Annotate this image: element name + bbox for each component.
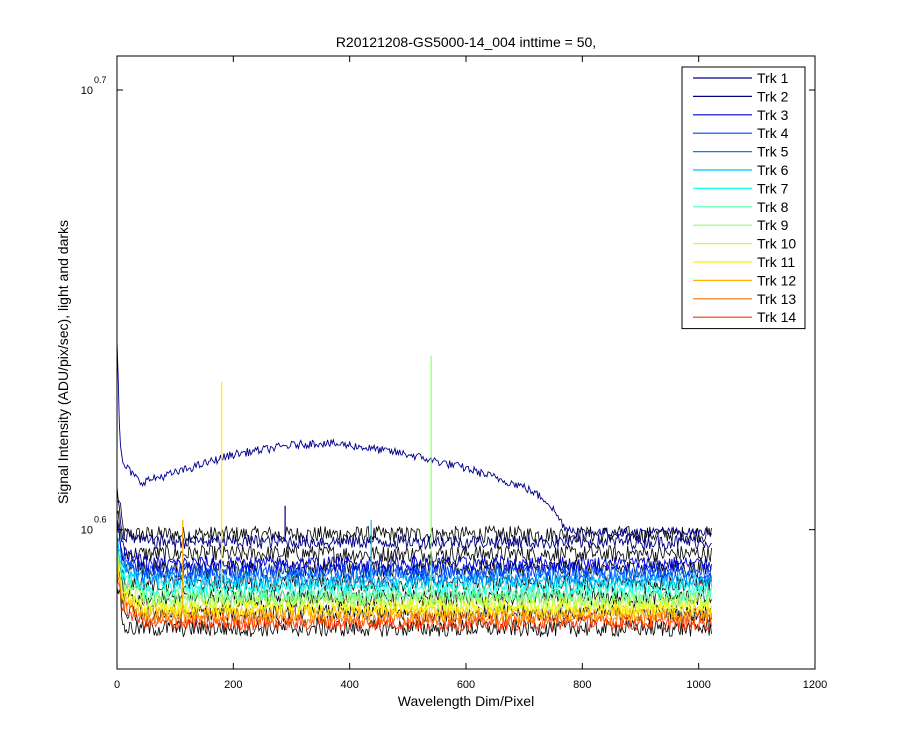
y-tick-exponent: 0.6: [94, 515, 107, 525]
legend-label: Trk 8: [757, 199, 789, 215]
y-tick-exponent: 0.7: [94, 75, 107, 85]
legend-label: Trk 10: [757, 236, 796, 252]
x-tick-label: 1200: [803, 679, 827, 691]
legend-label: Trk 13: [757, 291, 796, 307]
dark-trace: [117, 510, 712, 564]
series-line: [117, 579, 712, 633]
series-line: [117, 546, 712, 602]
x-tick-label: 600: [457, 679, 475, 691]
x-tick-label: 200: [224, 679, 242, 691]
series-line: [117, 519, 712, 573]
legend-label: Trk 12: [757, 272, 796, 288]
legend-label: Trk 2: [757, 88, 789, 104]
legend-label: Trk 5: [757, 144, 789, 160]
legend-label: Trk 7: [757, 180, 789, 196]
legend-label: Trk 1: [757, 70, 789, 86]
series-line: [117, 538, 712, 590]
x-tick-label: 800: [573, 679, 591, 691]
legend-label: Trk 14: [757, 309, 796, 325]
legend: Trk 1 Trk 2 Trk 3 Trk 4 Trk 5 Trk 6 Trk 7 Trk 8…: [681, 66, 806, 330]
legend-label: Trk 6: [757, 162, 789, 178]
y-tick-label: 10: [81, 525, 93, 537]
x-tick-label: 0: [114, 679, 120, 691]
legend-label: Trk 9: [757, 217, 789, 233]
y-axis-label: Signal Intensity (ADU/pix/sec), light an…: [55, 220, 71, 504]
series-line: [117, 341, 712, 538]
series-line: [117, 569, 712, 627]
legend-box: [681, 66, 806, 330]
y-tick-label: 10: [81, 85, 93, 97]
legend-label: Trk 11: [757, 254, 795, 270]
dark-trace: [117, 486, 712, 545]
x-axis-label: Wavelength Dim/Pixel: [398, 693, 534, 709]
chart-title: R20121208-GS5000-14_004 inttime = 50,: [336, 34, 596, 50]
legend-label: Trk 3: [757, 107, 789, 123]
x-tick-label: 400: [340, 679, 358, 691]
series-line: [117, 499, 712, 551]
legend-label: Trk 4: [757, 125, 789, 141]
series-layer: [117, 341, 712, 638]
x-tick-label: 1000: [686, 679, 710, 691]
